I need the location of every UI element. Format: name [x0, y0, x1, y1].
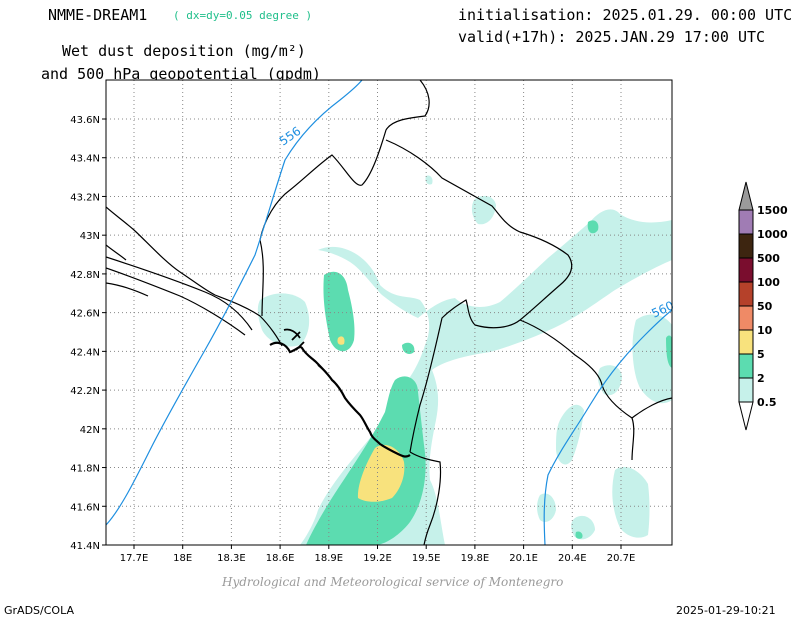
geopotential-contours — [106, 80, 672, 545]
initialisation-time: initialisation: 2025.01.29. 00:00 UTC — [458, 6, 793, 24]
lat-label: 41.4N — [70, 541, 100, 552]
model-name: NMME-DREAM1 — [48, 6, 148, 24]
footer-credit: Hydrological and Meteorological service … — [222, 575, 564, 589]
legend-arrow-top — [738, 181, 754, 211]
legend-swatch — [738, 353, 754, 379]
lat-label: 43.2N — [70, 192, 100, 203]
timestamp-label: 2025-01-29-10:21 — [676, 604, 776, 617]
lon-label: 19.8E — [461, 553, 490, 564]
legend-level-label: 50 — [757, 300, 773, 313]
lat-label: 42.6N — [70, 309, 100, 320]
lon-label: 18.3E — [217, 553, 246, 564]
software-label: GrADS/COLA — [4, 604, 74, 617]
lon-label: 17.7E — [120, 553, 149, 564]
deposition-field — [257, 175, 672, 545]
latitude-labels: 43.6N 43.4N 43.2N 43N 42.8N 42.6N 42.4N 42.2N 42… — [70, 115, 100, 552]
legend-swatch — [738, 233, 754, 259]
lat-label: 42.2N — [70, 386, 100, 397]
lat-label: 42.4N — [70, 347, 100, 358]
valid-time: valid(+17h): 2025.JAN.29 17:00 UTC — [458, 28, 766, 46]
lon-label: 20.4E — [558, 553, 587, 564]
longitude-labels: 17.7E 18E 18.3E 18.6E 18.9E 19.2E 19.5E 19.8E 20… — [120, 553, 636, 564]
legend-swatch — [738, 281, 754, 307]
lon-label: 18.9E — [315, 553, 344, 564]
legend-level-label: 1500 — [757, 204, 788, 217]
legend-swatch — [738, 257, 754, 283]
map-title-line2: and 500 hPa geopotential (gpdm) — [41, 65, 321, 83]
lat-label: 41.6N — [70, 502, 100, 513]
lon-label: 19.2E — [363, 553, 392, 564]
axis-ticks — [102, 118, 622, 549]
legend-swatch — [738, 209, 754, 235]
legend-swatch — [738, 377, 754, 403]
legend-arrow-bottom — [738, 401, 754, 431]
lat-label: 42.8N — [70, 270, 100, 281]
lat-label: 41.8N — [70, 464, 100, 475]
legend-level-label: 1000 — [757, 228, 788, 241]
legend-level-label: 500 — [757, 252, 780, 265]
gridlines — [106, 80, 672, 545]
legend-level-label: 100 — [757, 276, 780, 289]
lat-label: 42N — [80, 425, 100, 436]
legend-level-label: 0.5 — [757, 396, 777, 409]
lon-label: 18.6E — [266, 553, 295, 564]
legend-level-label: 2 — [757, 372, 765, 385]
lon-label: 20.7E — [607, 553, 636, 564]
legend-level-label: 10 — [757, 324, 773, 337]
legend-swatch — [738, 329, 754, 355]
lat-label: 43.6N — [70, 115, 100, 126]
map-title-line1: Wet dust deposition (mg/m²) — [62, 42, 306, 60]
lon-label: 18E — [173, 553, 192, 564]
lon-label: 19.5E — [412, 553, 441, 564]
model-resolution: ( dx=dy=0.05 degree ) — [173, 9, 313, 22]
legend-level-label: 5 — [757, 348, 765, 361]
lon-label: 20.1E — [509, 553, 538, 564]
lat-label: 43.4N — [70, 154, 100, 165]
lat-label: 43N — [80, 231, 100, 242]
color-legend: 1500 1000 500 100 50 10 5 2 0.5 — [738, 181, 788, 431]
legend-swatch — [738, 305, 754, 331]
